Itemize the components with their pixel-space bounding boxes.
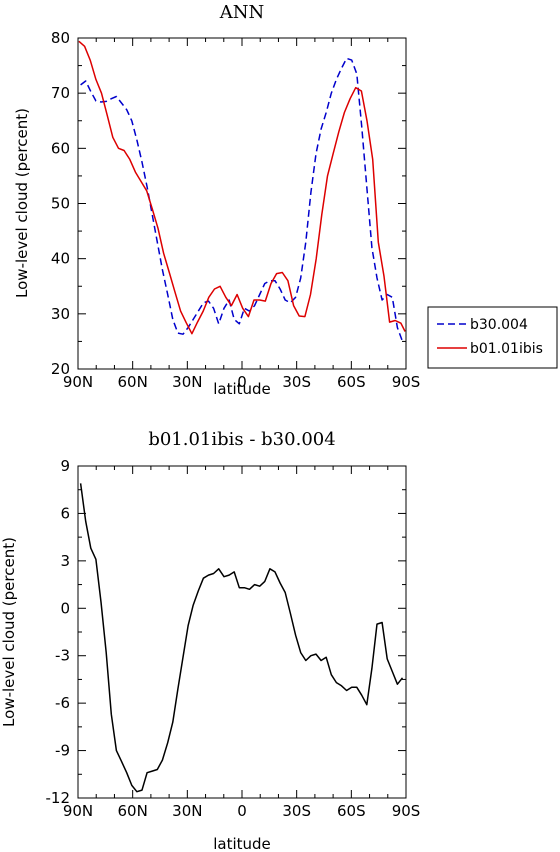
bottom-y-tick-label: 6	[60, 504, 70, 522]
top-x-tick-label: 60N	[118, 373, 148, 391]
bottom-y-tick-label: -3	[55, 647, 70, 665]
bottom-x-tick-label: 30S	[282, 802, 311, 820]
top-y-tick-label: 80	[51, 29, 70, 47]
top-series-line-b30004	[80, 57, 404, 342]
top-y-tick-label: 40	[51, 250, 70, 268]
bottom-x-axis-label: latitude	[213, 835, 271, 852]
top-chart-title: ANN	[219, 2, 265, 23]
bottom-x-tick-label: 60N	[118, 802, 148, 820]
bottom-y-tick-labels: -12 -9 -6 -3 0 3 6 9	[46, 457, 71, 807]
bottom-x-tick-label: 0	[237, 802, 247, 820]
top-chart: ANN 90N 60N 30N 0 30S 60S 90S 20 30 40 50 60 70 80 l…	[13, 2, 420, 398]
top-y-tick-label: 70	[51, 84, 70, 102]
bottom-axis-ticks	[77, 465, 407, 799]
top-x-tick-label: 90N	[63, 373, 93, 391]
bottom-y-tick-label: -6	[55, 694, 70, 712]
bottom-series-group	[79, 483, 404, 793]
bottom-x-tick-label: 90S	[392, 802, 421, 820]
bottom-chart-title: b01.01ibis - b30.004	[148, 429, 335, 450]
top-x-tick-label: 30N	[172, 373, 202, 391]
top-y-tick-labels: 20 30 40 50 60 70 80	[51, 29, 70, 378]
top-series-group	[78, 40, 406, 342]
legend-label-b30004: b30.004	[470, 317, 528, 333]
bottom-y-tick-label: -12	[46, 789, 71, 807]
top-y-tick-label: 50	[51, 195, 70, 213]
top-x-tick-label: 0	[237, 373, 247, 391]
top-x-tick-labels: 90N 60N 30N 0 30S 60S 90S	[63, 373, 420, 391]
bottom-x-tick-labels: 90N 60N 30N 0 30S 60S 90S	[63, 802, 420, 820]
top-y-tick-label: 20	[51, 360, 70, 378]
bottom-x-tick-label: 30N	[172, 802, 202, 820]
top-y-tick-label: 60	[51, 139, 70, 157]
top-y-axis-label: Low-level cloud (percent)	[13, 108, 31, 298]
bottom-y-tick-label: 9	[60, 457, 70, 475]
bottom-x-tick-label: 90N	[63, 802, 93, 820]
top-plot-frame	[77, 37, 407, 370]
top-x-tick-label: 60S	[337, 373, 366, 391]
top-series-line-b0101ibis	[78, 40, 406, 335]
bottom-plot-frame	[77, 465, 407, 799]
bottom-y-axis-label: Low-level cloud (percent)	[0, 537, 18, 727]
top-x-axis-label: latitude	[213, 380, 271, 398]
top-x-tick-label: 90S	[392, 373, 421, 391]
bottom-y-tick-label: 3	[60, 552, 70, 570]
bottom-y-tick-label: -9	[55, 742, 70, 760]
legend: b30.004 b01.01ibis	[427, 306, 558, 369]
legend-label-b0101ibis: b01.01ibis	[470, 341, 543, 357]
bottom-series-line-difference	[79, 483, 404, 793]
legend-box	[427, 306, 558, 369]
top-y-tick-label: 30	[51, 305, 70, 323]
top-x-tick-label: 30S	[282, 373, 311, 391]
bottom-chart: b01.01ibis - b30.004 90N 60N 30N 0 30S 60S 90S…	[0, 429, 420, 852]
bottom-y-tick-label: 0	[60, 599, 70, 617]
bottom-x-tick-label: 60S	[337, 802, 366, 820]
